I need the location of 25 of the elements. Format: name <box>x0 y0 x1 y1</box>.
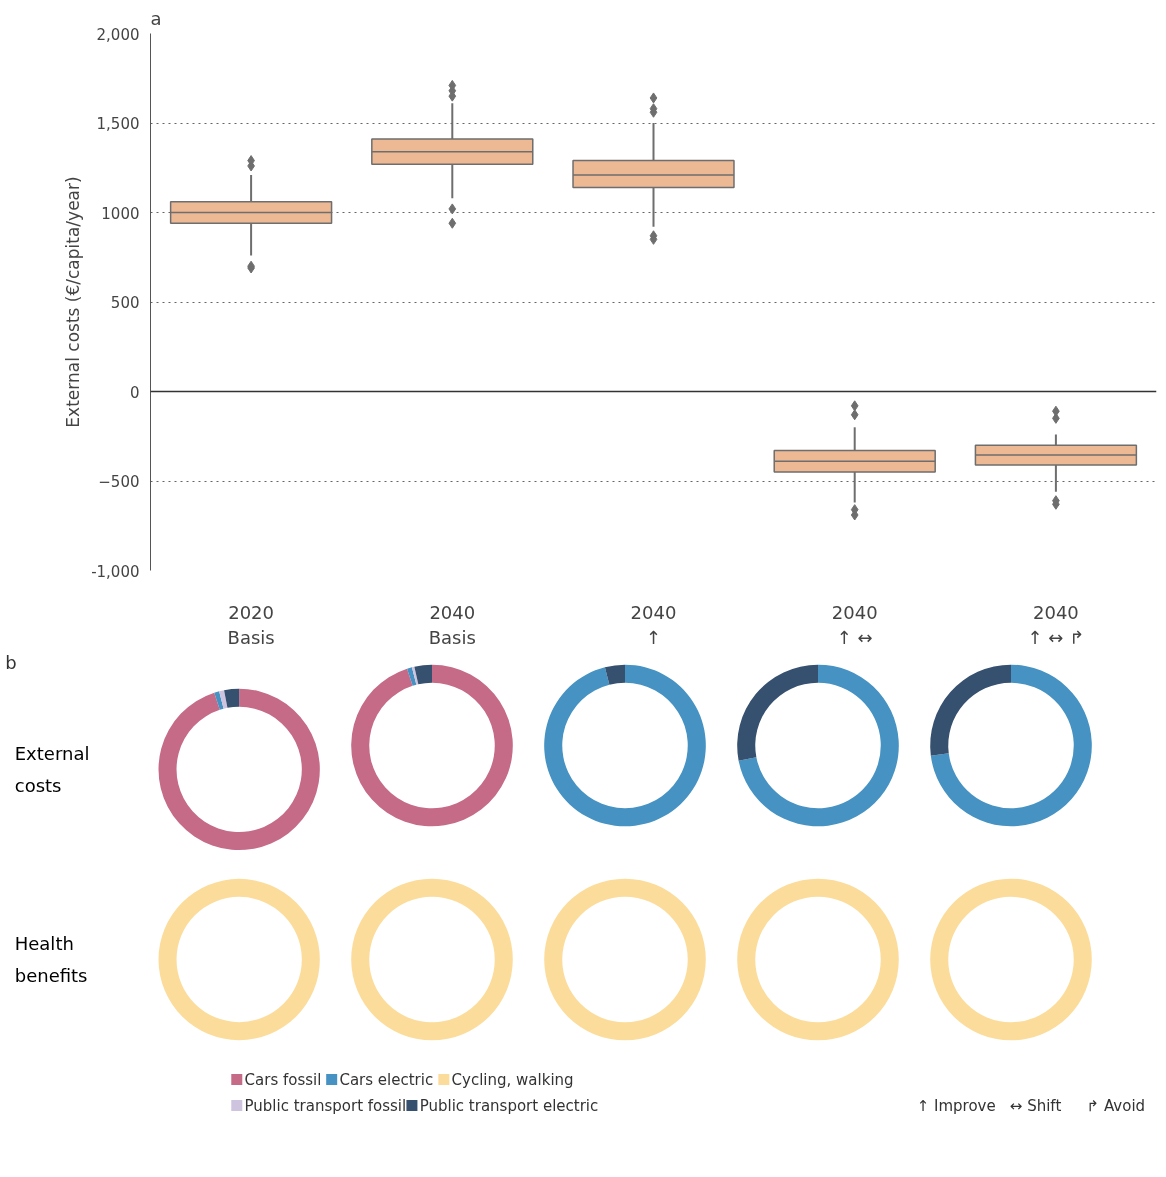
x-tick-label: 2020 Basis <box>227 601 275 648</box>
y-tick-label: 2,000 <box>96 25 140 44</box>
legend-label: Cars electric <box>339 1070 434 1089</box>
x-tick-label: 2040 ↑ ↔ <box>831 601 878 648</box>
text: External costs <box>14 743 90 796</box>
legend-label: Public transport electric <box>419 1096 599 1115</box>
y-axis-title: External costs (€/capita/year) <box>63 176 84 428</box>
x-tick-label: 2040 ↑ <box>630 601 677 648</box>
legend-label: Public transport fossil <box>244 1096 407 1115</box>
y-tick-label: 1,500 <box>96 115 140 133</box>
chart-title: a <box>150 7 162 29</box>
x-tick-label: 2040 ↑ ↔ ↱ <box>1027 601 1085 648</box>
x-tick-label: 2040 Basis <box>428 601 476 648</box>
y-tick-label: -1,000 <box>91 562 140 581</box>
y-tick-label: 0 <box>129 383 140 402</box>
legend-label: Cycling, walking <box>451 1070 574 1089</box>
y-tick-label: −500 <box>98 473 140 491</box>
text: ↔ Shift <box>1009 1096 1062 1115</box>
legend-label: Cars fossil <box>244 1070 322 1089</box>
text: ↑ Improve <box>916 1096 996 1115</box>
y-tick-label: 1000 <box>101 204 140 223</box>
text: Health benefits <box>14 933 88 986</box>
text: b <box>5 652 17 674</box>
text: ↱ Avoid <box>1086 1096 1146 1115</box>
y-tick-label: 500 <box>110 294 140 312</box>
